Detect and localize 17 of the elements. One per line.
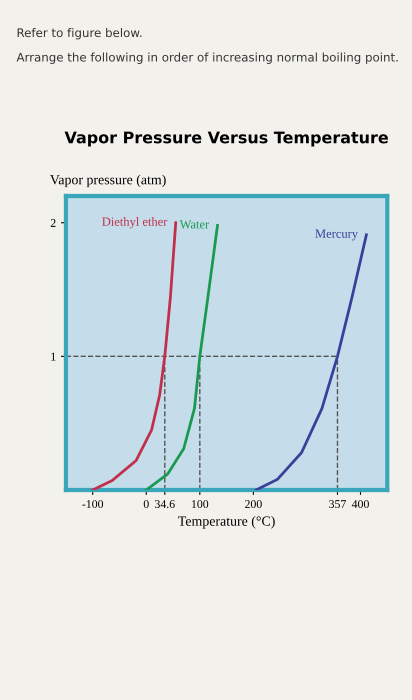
series-label: Mercury bbox=[315, 230, 358, 240]
text: Arrange the following in order of increasing normal boiling point. bbox=[16, 52, 398, 64]
x-tick-label: 34.6 bbox=[155, 500, 175, 508]
y-tick-label: 2 bbox=[50, 219, 56, 227]
chart-title: Vapor Pressure Versus Temperature bbox=[64, 132, 388, 147]
x-axis-title: Temperature (°C) bbox=[178, 516, 275, 529]
x-tick-label: 357 bbox=[329, 500, 346, 508]
x-tick-label: 400 bbox=[352, 500, 369, 508]
y-axis-title: Vapor pressure (atm) bbox=[50, 174, 166, 188]
text: Refer to figure below. bbox=[18, 28, 142, 40]
x-tick-label: -100 bbox=[82, 500, 104, 508]
x-tick-label: 0 bbox=[144, 500, 149, 508]
x-tick-label: 100 bbox=[192, 500, 208, 508]
series-label: Diethyl ether bbox=[102, 217, 168, 228]
y-tick-label: 1 bbox=[51, 352, 56, 360]
series-label: Water bbox=[180, 220, 210, 229]
x-tick-label: 200 bbox=[245, 500, 262, 508]
